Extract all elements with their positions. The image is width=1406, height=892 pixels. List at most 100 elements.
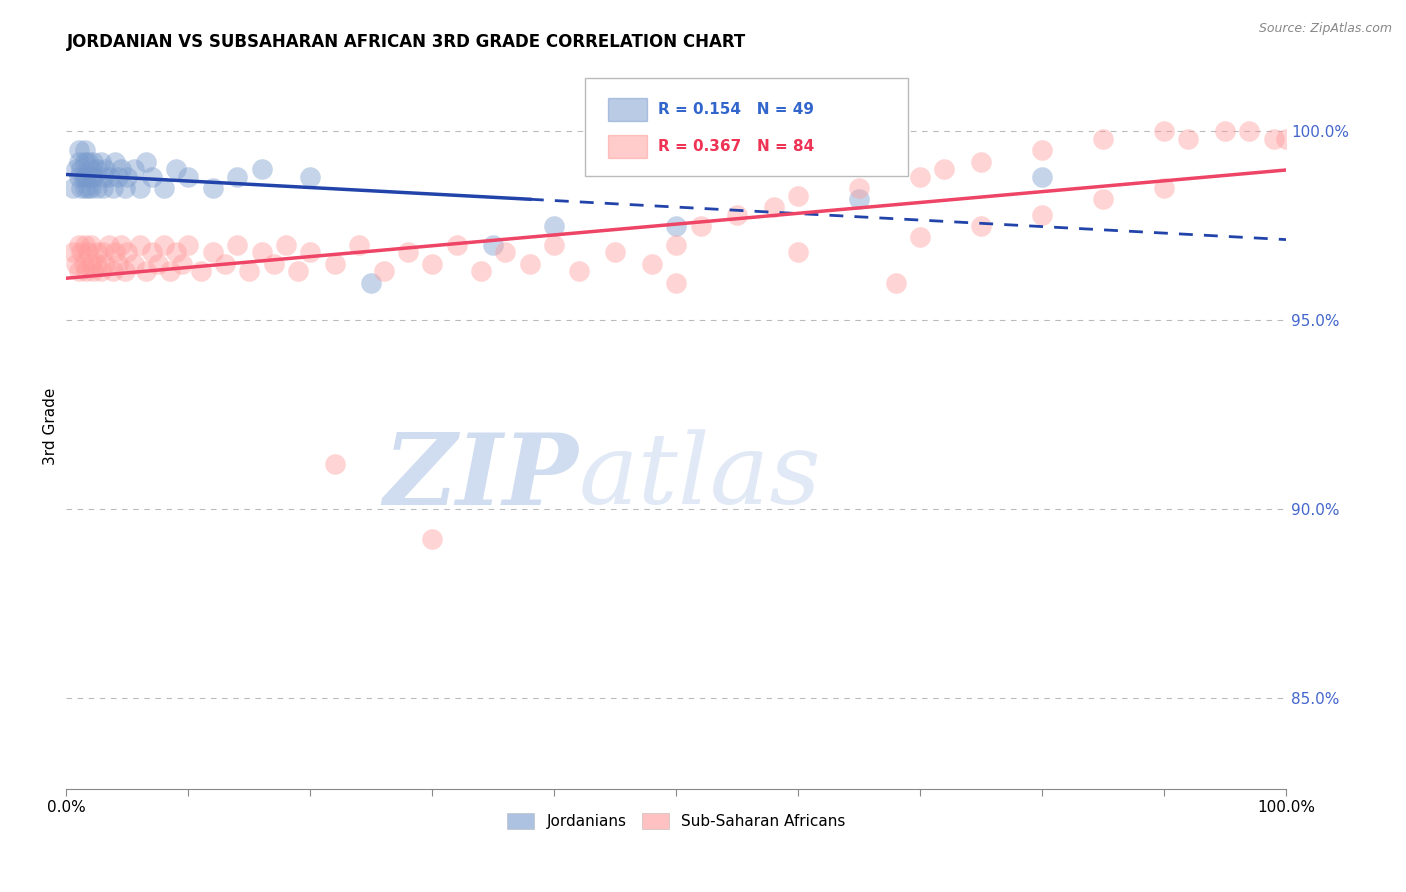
Point xyxy=(98,169,121,184)
Point xyxy=(201,181,224,195)
Point xyxy=(470,264,492,278)
Point xyxy=(128,181,150,195)
Point xyxy=(420,533,443,547)
Point xyxy=(73,154,96,169)
Point xyxy=(605,245,627,260)
Point xyxy=(787,188,810,202)
Point xyxy=(91,181,114,195)
Point xyxy=(122,162,145,177)
Point xyxy=(250,162,273,177)
Point xyxy=(238,264,260,278)
Point xyxy=(1031,144,1053,158)
FancyBboxPatch shape xyxy=(585,78,908,176)
Point xyxy=(110,237,132,252)
Point xyxy=(970,154,993,169)
Point xyxy=(299,245,322,260)
Point xyxy=(146,257,169,271)
Point xyxy=(80,181,103,195)
Point xyxy=(77,181,100,195)
Point xyxy=(104,245,127,260)
Point xyxy=(665,237,688,252)
Point xyxy=(787,245,810,260)
Point xyxy=(519,257,541,271)
Point xyxy=(287,264,309,278)
Point xyxy=(1153,124,1175,138)
Point xyxy=(75,169,97,184)
FancyBboxPatch shape xyxy=(607,136,647,159)
Point xyxy=(141,245,163,260)
Legend: Jordanians, Sub-Saharan Africans: Jordanians, Sub-Saharan Africans xyxy=(501,807,852,835)
Point xyxy=(107,169,129,184)
Point xyxy=(67,154,90,169)
Point xyxy=(67,144,90,158)
Point xyxy=(107,257,129,271)
Point xyxy=(67,237,90,252)
Text: R = 0.154   N = 49: R = 0.154 N = 49 xyxy=(658,102,814,117)
Point xyxy=(82,169,104,184)
Point xyxy=(165,245,187,260)
Point xyxy=(762,200,785,214)
Point xyxy=(98,237,121,252)
Point xyxy=(104,154,127,169)
Point xyxy=(80,237,103,252)
Point xyxy=(1275,132,1298,146)
Point xyxy=(65,257,87,271)
Point xyxy=(1092,132,1115,146)
Point xyxy=(80,257,103,271)
Point xyxy=(446,237,468,252)
Point xyxy=(172,257,194,271)
Point xyxy=(70,181,93,195)
Point xyxy=(114,264,136,278)
Point xyxy=(884,276,907,290)
Point xyxy=(482,237,505,252)
Point xyxy=(323,257,346,271)
Point xyxy=(420,257,443,271)
Point xyxy=(153,237,176,252)
Point xyxy=(263,257,285,271)
Point xyxy=(1092,193,1115,207)
Point xyxy=(91,169,114,184)
Point xyxy=(72,257,94,271)
Point xyxy=(153,181,176,195)
Point xyxy=(80,169,103,184)
Point xyxy=(360,276,382,290)
Point xyxy=(122,257,145,271)
Point xyxy=(77,245,100,260)
FancyBboxPatch shape xyxy=(607,97,647,120)
Point xyxy=(908,169,931,184)
Point xyxy=(396,245,419,260)
Point xyxy=(135,154,157,169)
Point xyxy=(908,230,931,244)
Point xyxy=(72,169,94,184)
Point xyxy=(117,245,139,260)
Point xyxy=(1031,208,1053,222)
Point xyxy=(299,169,322,184)
Text: Source: ZipAtlas.com: Source: ZipAtlas.com xyxy=(1258,22,1392,36)
Point xyxy=(141,169,163,184)
Point xyxy=(568,264,591,278)
Point xyxy=(165,162,187,177)
Point xyxy=(110,162,132,177)
Point xyxy=(75,264,97,278)
Point xyxy=(114,181,136,195)
Point xyxy=(970,219,993,233)
Point xyxy=(543,219,565,233)
Point xyxy=(226,237,249,252)
Point xyxy=(323,457,346,471)
Point xyxy=(373,264,395,278)
Point xyxy=(73,237,96,252)
Point xyxy=(82,264,104,278)
Point xyxy=(117,169,139,184)
Point xyxy=(1153,181,1175,195)
Point xyxy=(848,181,870,195)
Point xyxy=(641,257,664,271)
Point xyxy=(347,237,370,252)
Point xyxy=(201,245,224,260)
Point xyxy=(159,264,181,278)
Point xyxy=(495,245,517,260)
Text: ZIP: ZIP xyxy=(384,428,579,525)
Point xyxy=(226,169,249,184)
Point xyxy=(86,181,108,195)
Point xyxy=(70,162,93,177)
Point xyxy=(177,169,200,184)
